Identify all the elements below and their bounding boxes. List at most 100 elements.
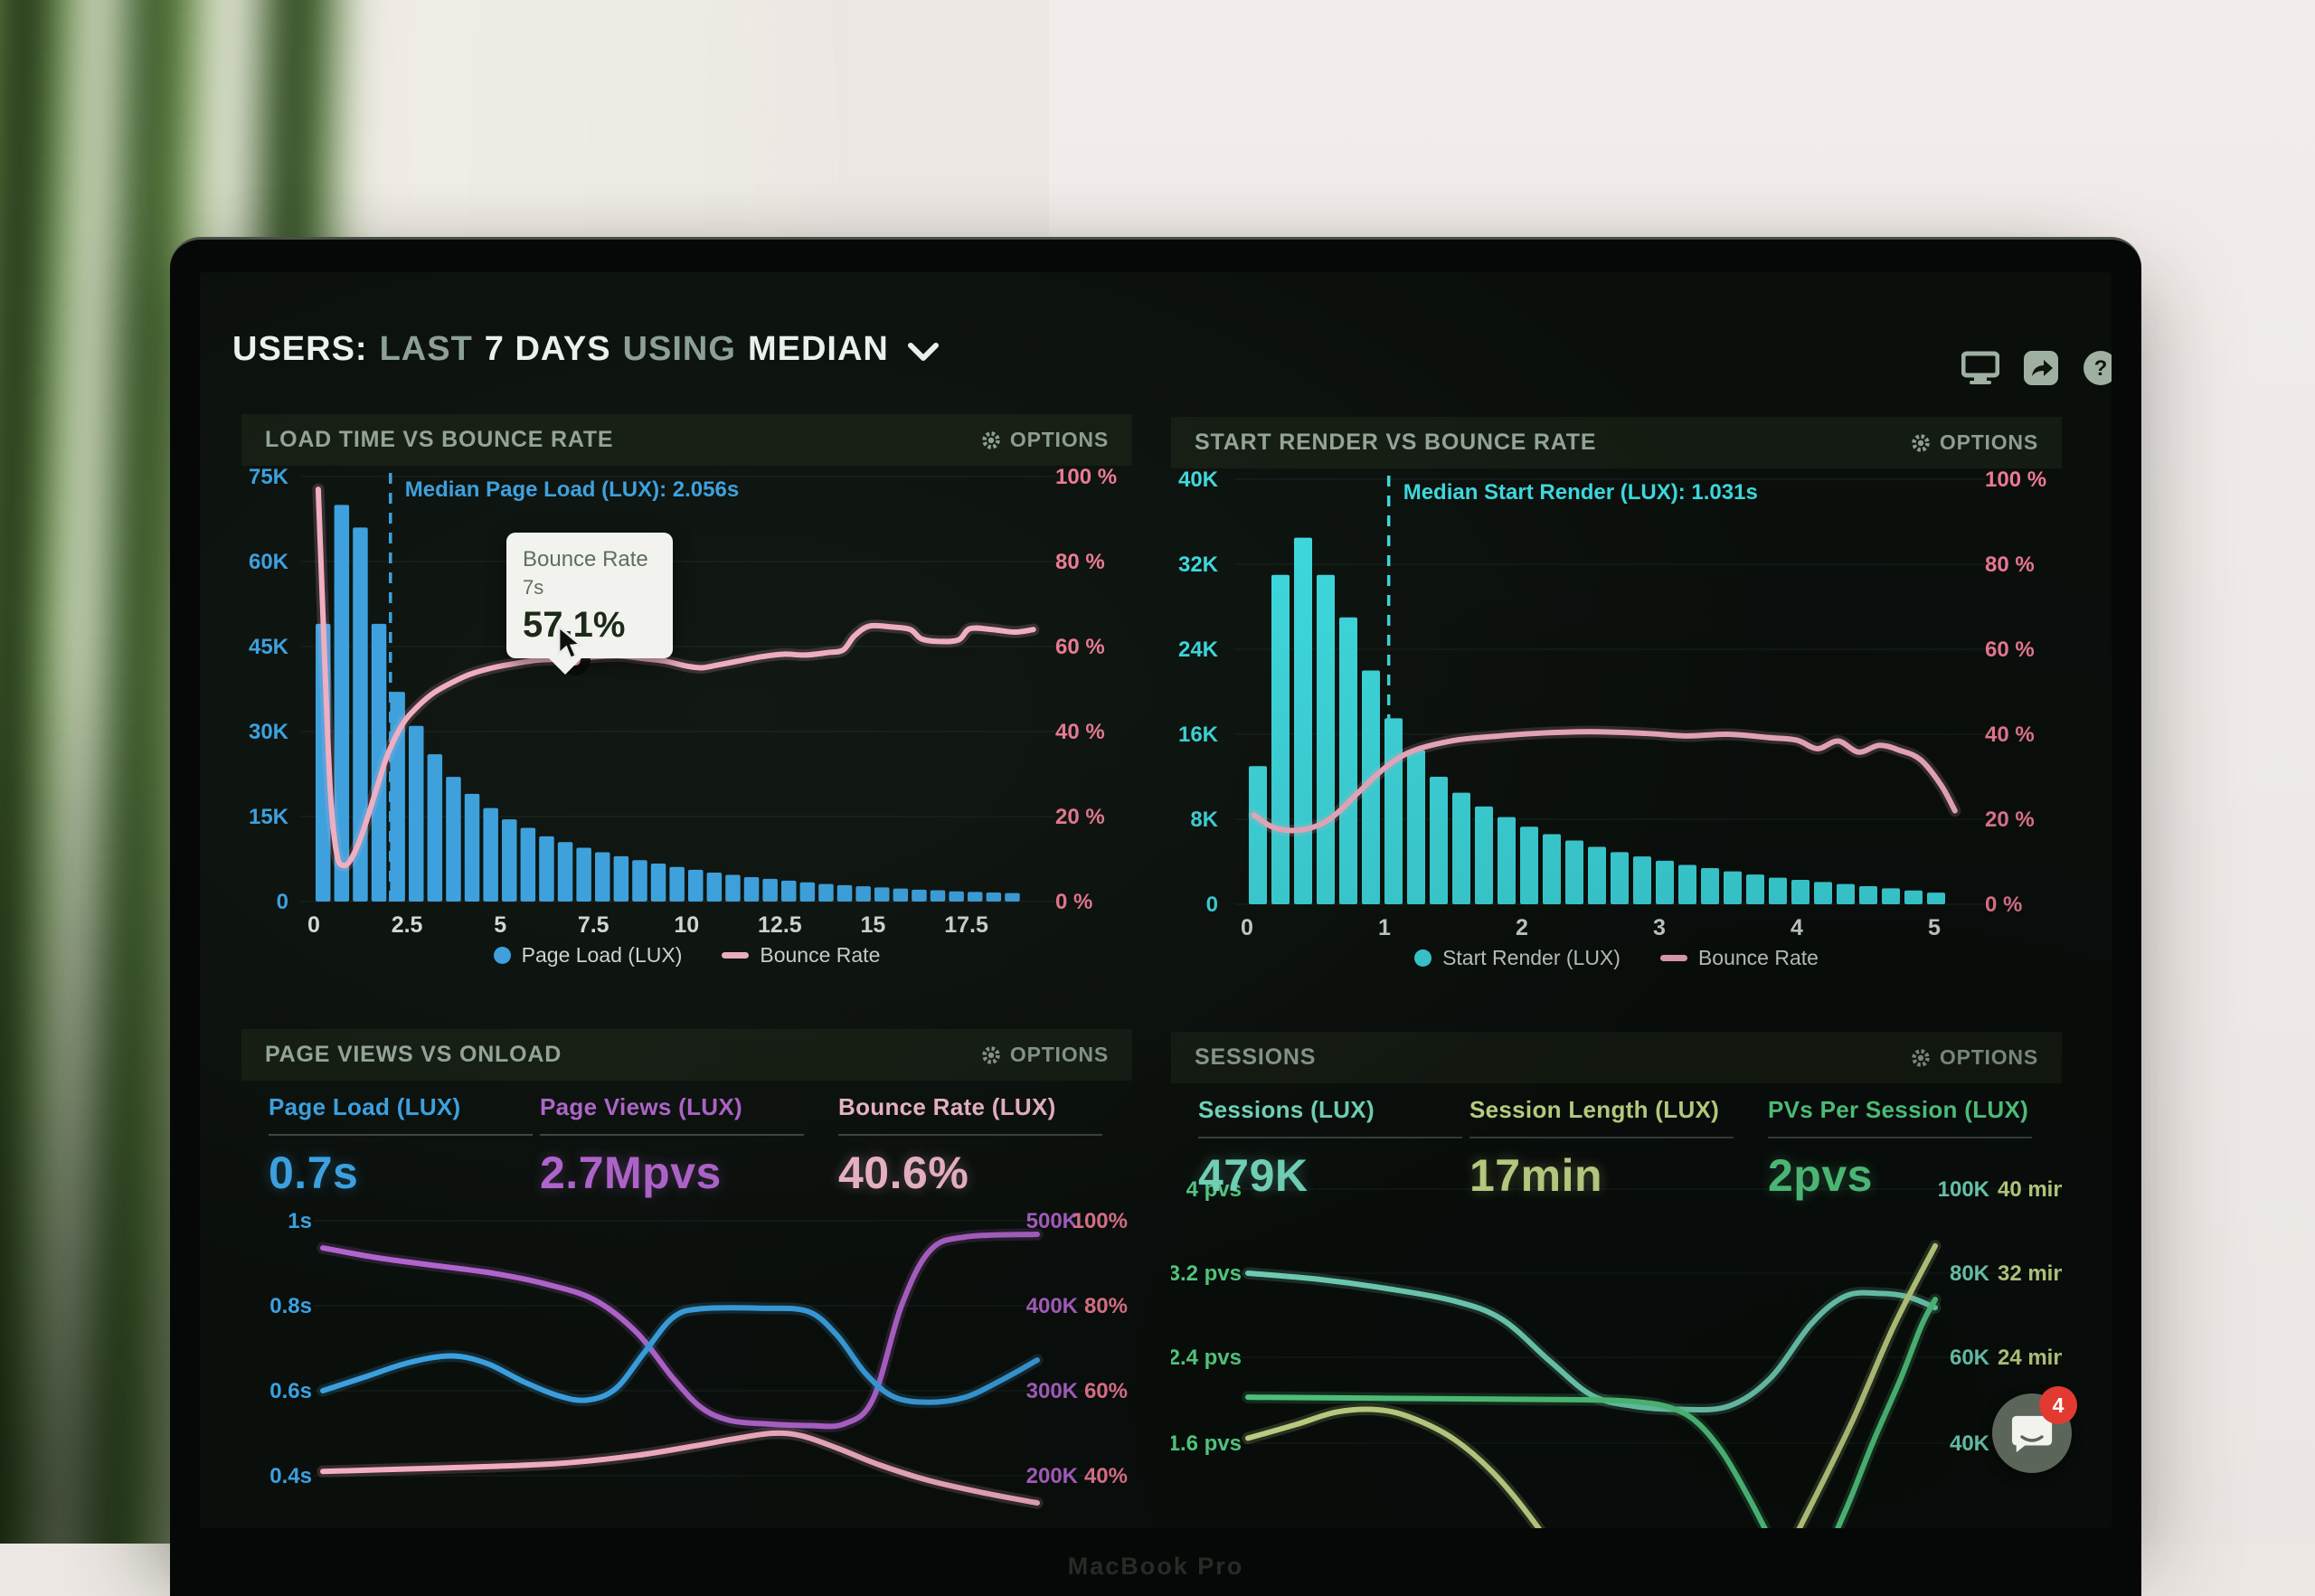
bar[interactable] — [1475, 806, 1493, 904]
bar[interactable] — [1005, 892, 1020, 902]
display-icon[interactable] — [1961, 351, 2000, 390]
options-button[interactable]: OPTIONS — [981, 1043, 1109, 1067]
bar[interactable] — [781, 880, 797, 902]
bar[interactable] — [1904, 890, 1923, 904]
bar[interactable] — [595, 852, 610, 902]
bar[interactable] — [520, 827, 536, 902]
series-line[interactable] — [320, 1232, 1040, 1430]
bar[interactable] — [725, 874, 741, 902]
bar[interactable] — [1701, 868, 1719, 904]
options-button[interactable]: OPTIONS — [981, 428, 1109, 452]
bar[interactable] — [1407, 750, 1425, 904]
bar[interactable] — [949, 891, 964, 902]
series-line[interactable] — [320, 1305, 1040, 1405]
bar[interactable] — [706, 873, 723, 902]
bar[interactable] — [799, 882, 816, 902]
bar[interactable] — [1498, 817, 1516, 904]
options-button[interactable]: OPTIONS — [1911, 1045, 2038, 1070]
series-line[interactable] — [1245, 1242, 1938, 1528]
bar[interactable] — [743, 877, 760, 902]
bar[interactable] — [334, 505, 350, 902]
bar[interactable] — [539, 836, 554, 902]
series-line[interactable] — [1251, 729, 1958, 834]
bar[interactable] — [1633, 856, 1651, 904]
bar[interactable] — [836, 884, 853, 902]
bar[interactable] — [762, 878, 778, 902]
chat-bubble-icon[interactable] — [1992, 1393, 2072, 1473]
bar[interactable] — [855, 886, 871, 902]
help-icon[interactable]: ? — [2083, 350, 2112, 391]
bar[interactable] — [613, 855, 629, 902]
bar[interactable] — [353, 527, 368, 902]
bar[interactable] — [427, 754, 443, 902]
bar[interactable] — [968, 892, 983, 902]
bar[interactable] — [1520, 826, 1538, 904]
bar[interactable] — [1271, 574, 1290, 904]
bar[interactable] — [1814, 882, 1832, 904]
bar[interactable] — [1882, 888, 1900, 904]
bar[interactable] — [650, 864, 666, 902]
bar[interactable] — [818, 883, 834, 902]
bar[interactable] — [688, 869, 704, 902]
bar[interactable] — [1588, 846, 1606, 904]
metric-underline — [540, 1134, 804, 1136]
series-line[interactable] — [1245, 1297, 1938, 1528]
bar[interactable] — [1362, 670, 1380, 905]
page-title[interactable]: USERS: LAST 7 DAYS USING MEDIAN — [232, 330, 939, 369]
start-render-chart[interactable]: 40K 32K 24K 16K 8K 0 100 % 80 % 60 % 40 % 20 % 0 % M… — [1171, 468, 2062, 1009]
legend-item[interactable]: Start Render (LUX) — [1414, 946, 1620, 970]
bar[interactable] — [1317, 574, 1335, 904]
page-views-chart[interactable]: 1s 0.8s 0.6s 0.4s 500K 400K 300K 200K 100% 80% 60%… — [241, 1081, 1132, 1528]
bar[interactable] — [930, 890, 946, 902]
bar[interactable] — [893, 888, 909, 902]
options-button[interactable]: OPTIONS — [1911, 430, 2038, 455]
bar[interactable] — [1452, 792, 1470, 904]
bar[interactable] — [1611, 852, 1629, 904]
bar[interactable] — [557, 842, 573, 902]
axis-label: 12.5 — [758, 912, 802, 938]
bar[interactable] — [1249, 766, 1267, 904]
bar[interactable] — [409, 725, 424, 902]
bar[interactable] — [371, 623, 387, 902]
legend-item[interactable]: Bounce Rate — [722, 943, 880, 968]
bar[interactable] — [464, 793, 480, 902]
axis-label: 20 % — [1985, 807, 2035, 832]
chat-widget[interactable]: 4 — [1992, 1386, 2077, 1473]
bar[interactable] — [1678, 864, 1696, 904]
bar[interactable] — [1746, 874, 1764, 904]
dashboard-screen: USERS: LAST 7 DAYS USING MEDIAN ? LOAD TIME … — [200, 272, 2112, 1528]
bar[interactable] — [1430, 777, 1448, 904]
bar[interactable] — [576, 847, 591, 902]
bar[interactable] — [632, 860, 647, 902]
bar[interactable] — [874, 887, 890, 902]
bar[interactable] — [1927, 892, 1945, 904]
bar[interactable] — [1837, 883, 1855, 904]
bar[interactable] — [1859, 886, 1877, 904]
series-line[interactable] — [1245, 1270, 1938, 1412]
bar[interactable] — [1791, 879, 1809, 904]
bars[interactable] — [1249, 537, 1945, 905]
legend-item[interactable]: Bounce Rate — [1659, 946, 1819, 970]
bar[interactable] — [986, 892, 1002, 902]
bar[interactable] — [1724, 871, 1742, 904]
metric-2: Session Length (LUX) 17min — [1469, 1096, 1734, 1202]
series-line[interactable] — [320, 1430, 1040, 1506]
bar[interactable] — [669, 866, 685, 902]
bar[interactable] — [1656, 860, 1674, 904]
sessions-chart[interactable]: 4 pvs 3.2 pvs 2.4 pvs 1.6 pvs 100K 80K 60K 40K 4… — [1171, 1083, 2062, 1528]
bar[interactable] — [1769, 877, 1787, 904]
series-line[interactable] — [315, 486, 1036, 869]
legend-item[interactable]: Page Load (LUX) — [493, 943, 682, 968]
bar[interactable] — [502, 819, 517, 902]
bar[interactable] — [1565, 840, 1583, 905]
axis-label: 0 — [1206, 892, 1218, 917]
chevron-down-icon[interactable] — [907, 342, 939, 363]
bar[interactable] — [1294, 537, 1312, 904]
share-icon[interactable] — [2023, 350, 2059, 391]
bar[interactable] — [446, 777, 461, 902]
bar[interactable] — [483, 807, 498, 902]
bar[interactable] — [1339, 617, 1357, 904]
bar[interactable] — [912, 889, 927, 902]
load-time-chart[interactable]: 75K 60K 45K 30K 15K 0 100 % 80 % 60 % 40 % 20 % 0 %… — [241, 466, 1132, 1006]
bar[interactable] — [1543, 834, 1561, 904]
